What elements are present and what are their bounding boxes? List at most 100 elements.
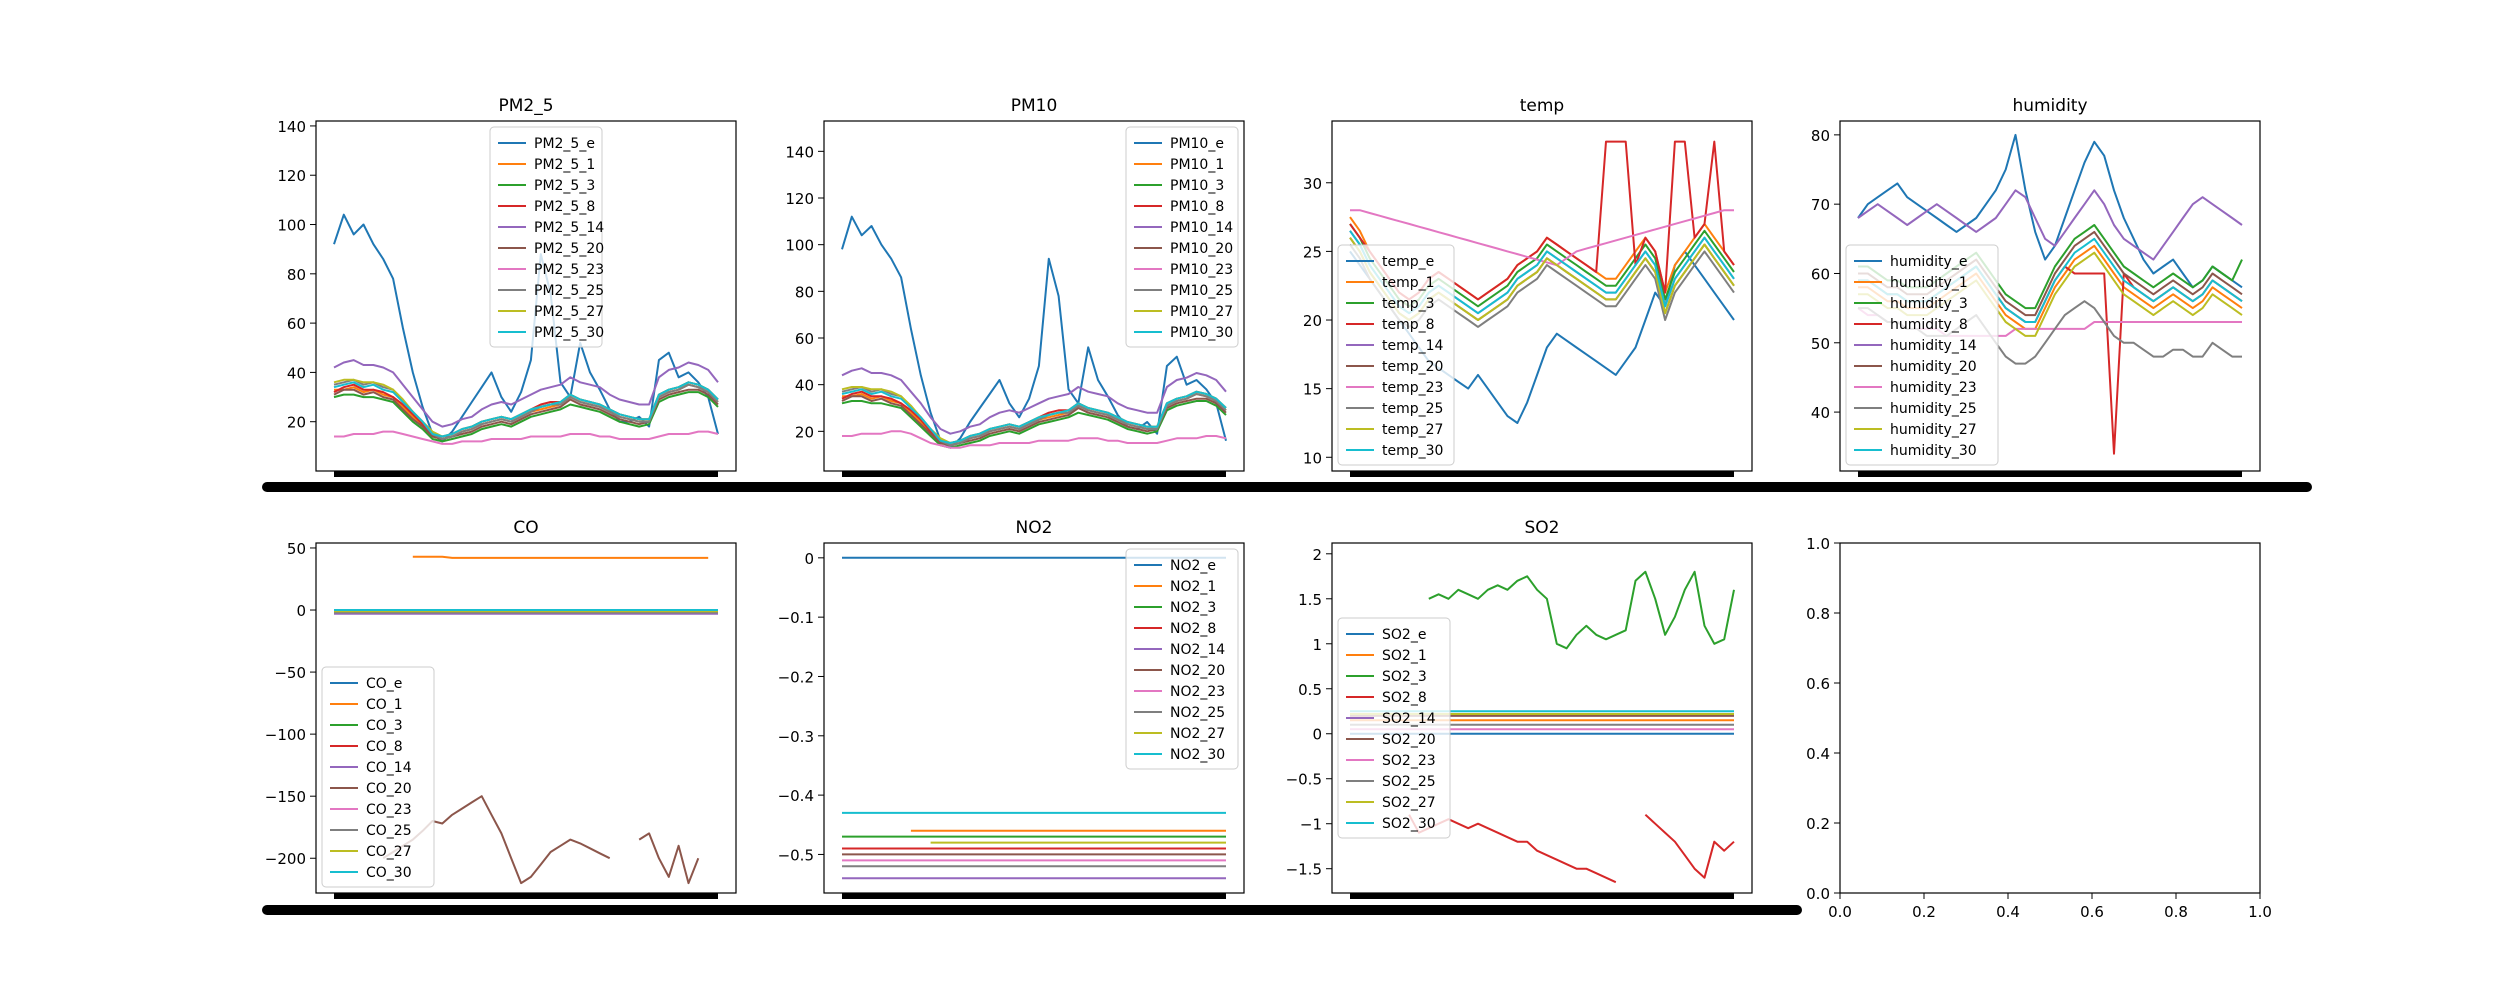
ytick-label: 60 [1811,265,1830,283]
xtick-marks [842,471,1226,477]
ytick-label: 25 [1303,243,1322,261]
legend-label: SO2_30 [1382,816,1436,832]
ytick-label: 60 [795,330,814,348]
subplot-title: temp [1520,96,1564,116]
subplot-title: PM10 [1011,96,1058,116]
legend-frame [489,126,603,348]
legend-label: CO_e [366,676,402,692]
legend-label: PM2_5_3 [534,178,595,194]
legend-frame [1845,244,1999,466]
legend-label: PM2_5_23 [534,262,604,278]
ytick-label: 100 [277,217,306,235]
legend-label: humidity_27 [1890,422,1977,438]
legend-label: temp_1 [1382,275,1435,291]
ytick-label: 80 [1811,127,1830,145]
legend: SO2_e SO2_1 SO2_3 SO2_8 SO2_14 SO2_20 SO2_23 SO… [1337,617,1451,839]
subplot-title: CO [513,518,538,538]
series-line-PM10_27 [841,386,1227,444]
legend: temp_e temp_1 temp_3 temp_8 temp_14 temp_20te… [1337,244,1455,466]
ytick-label: 0.2 [1806,815,1830,833]
ytick-label: 60 [287,315,306,333]
legend-label: humidity_e [1890,254,1967,270]
legend-label: PM10_14 [1170,220,1233,236]
legend-label: PM2_5_e [534,136,595,152]
legend-label: NO2_1 [1170,579,1216,595]
ytick-label: 50 [1811,335,1830,353]
ytick-label: 30 [1303,175,1322,193]
legend-label: PM2_5_1 [534,157,595,173]
legend-label: PM10_20 [1170,241,1233,257]
subplot-title: SO2 [1525,518,1560,538]
xtick-label: 0.2 [1912,903,1936,921]
legend-label: NO2_3 [1170,600,1216,616]
series-line-temp_23 [1350,209,1734,267]
legend: PM10_e PM10_1 PM10_3 PM10_8 PM10_14 PM10_20 PM… [1125,126,1239,348]
series-line-PM2_5_30 [333,381,719,438]
series-line-PM2_5_8 [333,381,719,438]
legend-label: NO2_25 [1170,705,1225,721]
plot-area [334,555,718,883]
legend-label: SO2_25 [1382,774,1436,790]
legend-label: PM2_5_27 [534,304,604,320]
subplot-NO2: NO20−0.1−0.2−0.3−0.4−0.5NO2_eNO2_1NO2_3N… [778,518,1245,899]
axes-frame [315,120,737,472]
series-line-PM2_5_14 [333,359,719,428]
legend-label: temp_e [1382,254,1434,270]
legend-label: humidity_25 [1890,401,1977,417]
legend: PM2_5_e PM2_5_1 PM2_5_3 PM2_5_8 PM2_5_14 PM2_… [489,126,604,348]
series-line-CO_1 [412,555,709,559]
ytick-label: 100 [785,237,814,255]
legend-label: SO2_23 [1382,753,1436,769]
ytick-label: −0.1 [778,609,814,627]
ytick-label: 20 [795,423,814,441]
legend-label: CO_20 [366,781,412,797]
legend-label: NO2_20 [1170,663,1225,679]
legend-label: temp_25 [1382,401,1443,417]
xtick-label-blob-row1 [262,482,2312,492]
series-line-humidity_e [1857,133,2243,289]
legend-label: NO2_8 [1170,621,1216,637]
ytick-label: 0.0 [1806,885,1830,903]
ytick-label: 0 [296,602,306,620]
ytick-label: 0 [1312,726,1322,744]
legend: NO2_e NO2_1 NO2_3 NO2_8 NO2_14 NO2_20 NO2_23 NO… [1125,548,1239,770]
legend-label: temp_20 [1382,359,1443,375]
legend-label: PM10_8 [1170,199,1224,215]
legend-label: CO_1 [366,697,403,713]
series-line-PM10_23 [842,430,1227,449]
series-line-PM10_8 [841,390,1227,444]
xtick-marks [1350,471,1734,477]
subplot-title: humidity [2012,96,2087,116]
legend-label: PM10_1 [1170,157,1224,173]
legend-label: CO_30 [366,865,412,881]
ytick-label: −200 [265,850,306,868]
legend-label: humidity_30 [1890,443,1977,459]
legend-label: humidity_8 [1890,317,1968,333]
ytick-label: −150 [265,788,306,806]
legend-frame [1125,126,1239,348]
plot-area [842,556,1226,880]
legend-label: CO_25 [366,823,412,839]
ytick-label: −1 [1300,816,1322,834]
legend-label: temp_27 [1382,422,1443,438]
plot-area [841,215,1227,449]
legend-label: PM10_27 [1170,304,1233,320]
legend-label: temp_8 [1382,317,1435,333]
legend-label: NO2_e [1170,558,1216,574]
legend-label: PM2_5_30 [534,325,604,341]
subplot-humidity: humidity 40 50 60 70 80 humidity_e humidity_1hu… [1811,96,2261,477]
ytick-label: 40 [287,364,306,382]
legend-label: PM10_23 [1170,262,1233,278]
legend-label: CO_8 [366,739,403,755]
legend-label: NO2_30 [1170,747,1225,763]
legend: humidity_e humidity_1 humidity_3 humidity_8… [1845,244,1999,466]
legend-label: SO2_1 [1382,648,1427,664]
ytick-label: 120 [785,190,814,208]
subplot-SO2: SO221.510.50−0.5−1−1.5SO2_eSO2_1SO2_3SO2… [1286,518,1753,899]
ytick-label: 1.5 [1298,591,1322,609]
axes-frame [315,542,737,894]
ytick-label: 10 [1303,449,1322,467]
ytick-label: 1 [1312,636,1322,654]
ytick-label: 50 [287,540,306,558]
